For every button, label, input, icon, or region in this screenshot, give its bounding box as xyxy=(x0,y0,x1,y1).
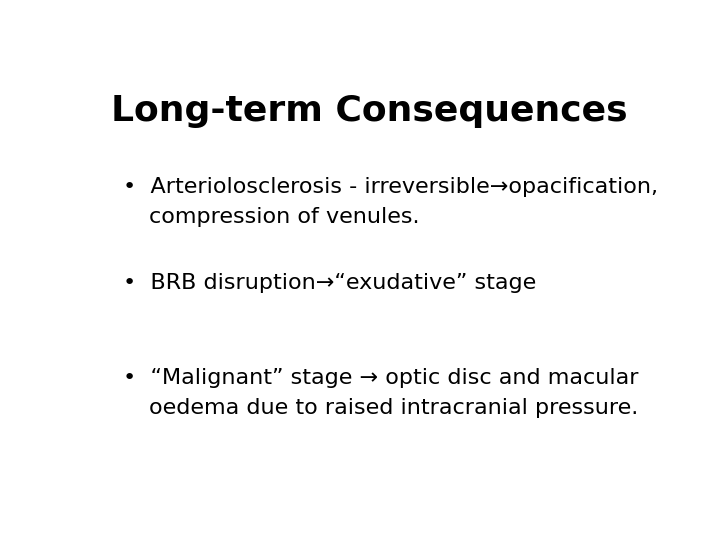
Text: •  Arteriolosclerosis - irreversible→opacification,: • Arteriolosclerosis - irreversible→opac… xyxy=(124,177,659,197)
Text: •  “Malignant” stage → optic disc and macular: • “Malignant” stage → optic disc and mac… xyxy=(124,368,639,388)
Text: oedema due to raised intracranial pressure.: oedema due to raised intracranial pressu… xyxy=(148,399,638,418)
Text: compression of venules.: compression of venules. xyxy=(148,207,419,227)
Text: Long-term Consequences: Long-term Consequences xyxy=(111,94,627,128)
Text: •  BRB disruption→“exudative” stage: • BRB disruption→“exudative” stage xyxy=(124,273,536,293)
